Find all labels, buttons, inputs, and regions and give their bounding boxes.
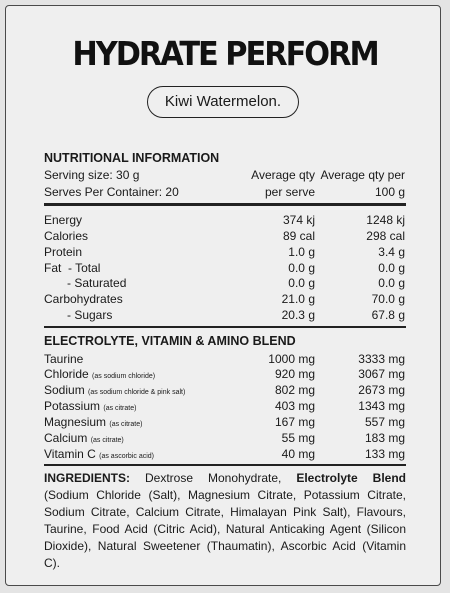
nutrient-per-serve: 89 cal	[282, 229, 315, 243]
blend-per-serve: 802 mg	[274, 383, 315, 397]
product-title: HYDRATE PERFORM	[72, 34, 379, 73]
ingredients-blend-name: Electrolyte Blend	[296, 471, 406, 485]
blend-item-label: Magnesium	[44, 415, 107, 429]
divider	[44, 464, 406, 466]
nutrient-per-serve: 1.0 g	[288, 245, 315, 259]
blend-item-label: Taurine	[44, 352, 84, 366]
ingredients-heading: INGREDIENTS:	[44, 471, 131, 485]
blend-item: Chloride (as sodium chloride)	[44, 366, 155, 385]
blend-item-note: (as citrate)	[103, 405, 137, 412]
blend-per-100g: 3333 mg	[358, 352, 405, 366]
blend-per-100g: 133 mg	[364, 447, 405, 461]
nutrient-label: - Saturated	[67, 276, 127, 290]
blend-item-note: (as ascorbic acid)	[99, 453, 154, 460]
col-per-serve-header-2: per serve	[264, 185, 315, 199]
blend-item-label: Sodium	[44, 383, 85, 397]
col-per-serve-header-1: Average qty	[251, 168, 315, 182]
blend-item-note: (as sodium chloride & pink salt)	[88, 389, 186, 396]
blend-item-note: (as citrate)	[90, 437, 124, 444]
nutrient-per-100g: 0.0 g	[378, 261, 405, 275]
blend-item: Sodium (as sodium chloride & pink salt)	[44, 382, 185, 401]
label-panel	[5, 5, 441, 586]
col-per-100g-header-2: 100 g	[374, 185, 405, 199]
nutrient-per-serve: 21.0 g	[281, 292, 315, 306]
blend-item-label: Calcium	[44, 431, 88, 445]
nutrient-label: Calories	[44, 229, 89, 243]
blend-heading: ELECTROLYTE, VITAMIN & AMINO BLEND	[44, 334, 296, 348]
blend-per-100g: 2673 mg	[358, 383, 405, 397]
blend-per-serve: 1000 mg	[268, 352, 315, 366]
flavour-badge: Kiwi Watermelon.	[147, 86, 299, 118]
blend-per-serve: 920 mg	[274, 367, 315, 381]
ingredients-part-2: (Sodium Chloride (Salt), Magnesium Citra…	[44, 488, 406, 570]
ingredients-text: INGREDIENTS: Dextrose Monohydrate, Elect…	[44, 470, 406, 572]
blend-item: Calcium (as citrate)	[44, 430, 124, 449]
serving-size: Serving size: 30 g	[44, 168, 140, 182]
nutrient-per-100g: 298 cal	[366, 229, 405, 243]
nutrient-per-serve: 374 kj	[282, 213, 315, 227]
nutrient-per-100g: 1248 kj	[366, 213, 405, 227]
blend-item-note: (as citrate)	[109, 421, 143, 428]
blend-per-serve: 167 mg	[274, 415, 315, 429]
blend-per-100g: 557 mg	[364, 415, 405, 429]
blend-item-label: Potassium	[44, 399, 101, 413]
col-per-100g-header-1: Average qty per	[320, 168, 406, 182]
nutrient-per-100g: 67.8 g	[371, 308, 405, 322]
nutrient-label: Carbohydrates	[44, 292, 123, 306]
blend-per-serve: 403 mg	[274, 399, 315, 413]
blend-item: Taurine	[44, 351, 83, 367]
nutrient-per-serve: 0.0 g	[288, 276, 315, 290]
blend-per-100g: 183 mg	[364, 431, 405, 445]
blend-per-serve: 55 mg	[281, 431, 315, 445]
nutrient-label: Protein	[44, 245, 83, 259]
nutrient-label: - Sugars	[67, 308, 113, 322]
nutrient-per-serve: 20.3 g	[281, 308, 315, 322]
serves-per-container: Serves Per Container: 20	[44, 185, 179, 199]
nutrition-heading: NUTRITIONAL INFORMATION	[44, 151, 220, 165]
nutrient-per-100g: 3.4 g	[378, 245, 405, 259]
blend-item-label: Vitamin C	[44, 447, 96, 461]
nutrient-label: Energy	[44, 213, 83, 227]
nutrient-label: Fat - Total	[44, 261, 101, 275]
blend-item-note: (as sodium chloride)	[92, 373, 156, 380]
ingredients-part-1: Dextrose Monohydrate,	[130, 471, 297, 485]
nutrient-per-100g: 70.0 g	[371, 292, 405, 306]
blend-per-100g: 3067 mg	[358, 367, 405, 381]
blend-per-serve: 40 mg	[281, 447, 315, 461]
nutrient-per-serve: 0.0 g	[288, 261, 315, 275]
blend-item: Magnesium (as citrate)	[44, 414, 142, 433]
blend-item: Potassium (as citrate)	[44, 398, 136, 417]
nutrient-per-100g: 0.0 g	[378, 276, 405, 290]
divider-thick	[44, 203, 406, 206]
blend-item: Vitamin C (as ascorbic acid)	[44, 446, 154, 465]
blend-item-label: Chloride	[44, 367, 89, 381]
blend-per-100g: 1343 mg	[358, 399, 405, 413]
divider	[44, 326, 406, 328]
